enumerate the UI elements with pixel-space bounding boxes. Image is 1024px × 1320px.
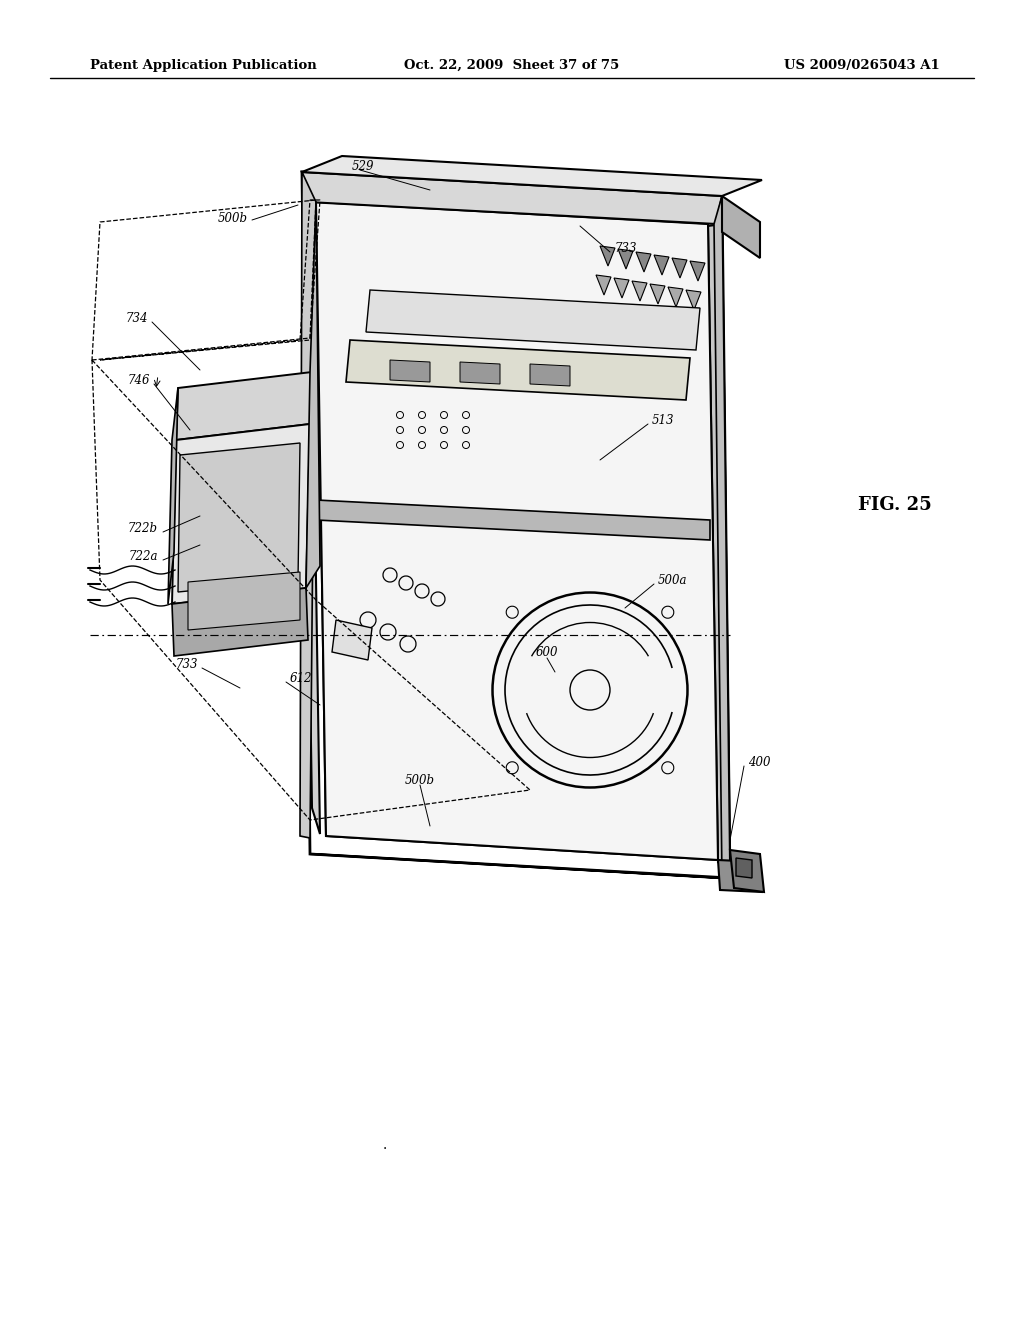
Polygon shape [686,290,701,310]
Polygon shape [614,279,629,298]
Text: Oct. 22, 2009  Sheet 37 of 75: Oct. 22, 2009 Sheet 37 of 75 [404,58,620,71]
Polygon shape [618,249,633,269]
Polygon shape [668,286,683,308]
Polygon shape [310,854,722,878]
Polygon shape [722,195,760,257]
Polygon shape [188,572,300,630]
Text: 734: 734 [126,312,148,325]
Text: 722a: 722a [128,549,158,562]
Polygon shape [316,500,710,540]
Text: 500b: 500b [218,211,248,224]
Polygon shape [300,172,316,838]
Polygon shape [178,444,300,591]
Polygon shape [530,364,570,385]
Polygon shape [650,284,665,304]
Polygon shape [718,861,762,892]
Text: 500a: 500a [658,573,687,586]
Polygon shape [714,195,730,878]
Text: 400: 400 [748,755,770,768]
Text: 733: 733 [615,242,638,255]
Polygon shape [690,261,705,281]
Polygon shape [672,257,687,279]
Text: 600: 600 [536,645,558,659]
Text: 529: 529 [352,161,374,173]
Polygon shape [390,360,430,381]
Text: 746: 746 [128,374,150,387]
Polygon shape [460,362,500,384]
Polygon shape [172,587,308,656]
Polygon shape [632,281,647,301]
Text: Patent Application Publication: Patent Application Publication [90,58,316,71]
Polygon shape [316,202,718,861]
Text: 722b: 722b [128,521,158,535]
Polygon shape [302,172,722,224]
Text: .: . [383,1138,387,1152]
Polygon shape [316,202,718,861]
Polygon shape [302,172,319,834]
Polygon shape [168,388,178,605]
Text: 500b: 500b [406,774,435,787]
Polygon shape [176,372,312,440]
Polygon shape [172,424,310,605]
Polygon shape [736,858,752,878]
Polygon shape [332,620,372,660]
Polygon shape [596,275,611,294]
Text: 733: 733 [175,659,198,672]
Text: 513: 513 [652,413,675,426]
Polygon shape [302,156,762,195]
Polygon shape [654,255,669,275]
Polygon shape [636,252,651,272]
Polygon shape [366,290,700,350]
Polygon shape [306,202,319,587]
Text: FIG. 25: FIG. 25 [858,496,932,513]
Text: 612: 612 [290,672,312,685]
Polygon shape [302,172,730,222]
Polygon shape [730,850,764,892]
Polygon shape [346,341,690,400]
Text: US 2009/0265043 A1: US 2009/0265043 A1 [784,58,940,71]
Polygon shape [708,224,730,862]
Polygon shape [600,246,615,267]
